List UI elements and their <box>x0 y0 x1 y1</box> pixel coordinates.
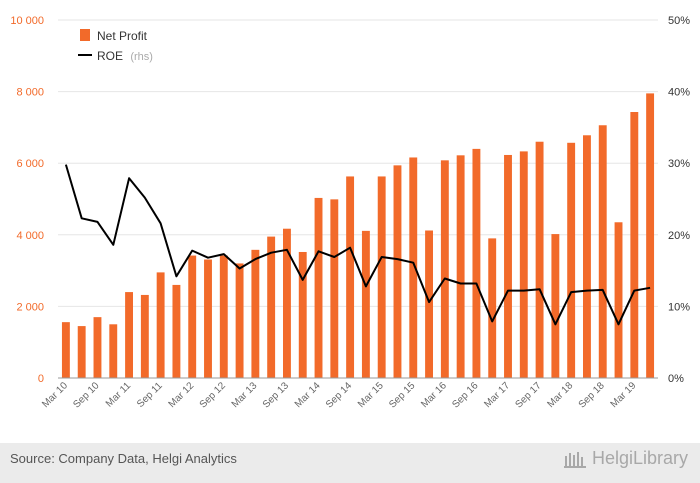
net-profit-bars <box>61 93 655 379</box>
x-tick-label: Mar 10 <box>40 380 70 410</box>
x-tick-label: Mar 17 <box>482 380 512 410</box>
x-tick-label: Mar 16 <box>419 380 449 410</box>
x-tick-label: Mar 19 <box>609 380 639 410</box>
net-profit-bar <box>204 259 212 378</box>
net-profit-bar <box>551 234 560 378</box>
left-tick-label: 2 000 <box>16 301 44 313</box>
left-tick-label: 4 000 <box>16 230 44 242</box>
net-profit-bar <box>440 160 449 378</box>
x-tick-label: Mar 14 <box>293 380 323 410</box>
net-profit-bar <box>472 148 481 378</box>
x-tick-label: Sep 13 <box>261 380 291 410</box>
left-tick-label: 0 <box>38 373 44 385</box>
library-icon <box>563 451 586 468</box>
x-tick-label: Sep 16 <box>450 380 480 410</box>
x-tick-label: Mar 12 <box>167 380 197 410</box>
net-profit-bar <box>361 230 370 378</box>
net-profit-bar <box>283 228 291 378</box>
left-tick-label: 6 000 <box>16 158 44 170</box>
net-profit-bar <box>61 322 70 378</box>
net-profit-bar <box>93 317 102 378</box>
left-axis-ticks: 0 2 000 4 000 6 000 8 000 10 000 <box>10 15 44 385</box>
x-tick-label: Sep 15 <box>387 380 417 410</box>
footer-bar <box>0 443 700 483</box>
right-tick-label: 0% <box>668 373 684 385</box>
brand-name: HelgiLibrary <box>591 448 688 468</box>
net-profit-bar <box>614 222 623 378</box>
net-profit-bar <box>219 255 228 378</box>
net-profit-bar <box>346 176 355 378</box>
x-tick-label: Sep 18 <box>577 380 607 410</box>
net-profit-bar <box>140 294 149 378</box>
net-profit-bar <box>77 326 86 378</box>
x-axis-ticks: Mar 10 Sep 10 Mar 11 Sep 11 Mar 12 Sep 12 Mar … <box>40 380 639 411</box>
net-profit-bar <box>425 230 433 378</box>
chart-area: 0 2 000 4 000 6 000 8 000 10 000 0% 10% 20% 30% 4… <box>10 15 690 411</box>
x-tick-label: Sep 10 <box>71 380 101 410</box>
brand-logo: HelgiLibrary <box>563 448 688 469</box>
x-tick-label: Mar 11 <box>104 380 134 410</box>
net-profit-bar <box>267 236 276 378</box>
x-tick-label: Sep 12 <box>198 380 228 410</box>
net-profit-bar <box>235 263 244 378</box>
right-tick-label: 40% <box>668 87 690 99</box>
right-tick-label: 20% <box>668 230 690 242</box>
net-profit-bar <box>598 125 607 378</box>
net-profit-bar <box>535 141 544 378</box>
net-profit-bar <box>567 142 576 378</box>
net-profit-bar <box>156 272 165 378</box>
net-profit-bar <box>377 176 386 378</box>
legend-swatch-net-profit <box>80 29 90 41</box>
net-profit-bar <box>504 154 512 378</box>
right-axis-ticks: 0% 10% 20% 30% 40% 50% <box>668 15 690 385</box>
x-tick-label: Sep 17 <box>514 380 544 410</box>
left-tick-label: 10 000 <box>10 15 44 27</box>
x-tick-label: Sep 11 <box>135 380 165 410</box>
net-profit-bar <box>646 93 655 378</box>
net-profit-bar <box>298 251 307 378</box>
right-tick-label: 50% <box>668 15 690 27</box>
net-profit-bar <box>125 292 133 378</box>
net-profit-bar <box>109 324 118 378</box>
x-tick-label: Mar 13 <box>230 380 260 410</box>
net-profit-bar <box>393 165 402 378</box>
roe-line <box>64 164 651 326</box>
net-profit-bar <box>251 249 260 378</box>
net-profit-bar <box>409 157 418 378</box>
net-profit-bar <box>488 238 497 378</box>
left-tick-label: 8 000 <box>16 87 44 99</box>
x-tick-label: Mar 15 <box>356 380 386 410</box>
x-tick-label: Mar 18 <box>545 380 575 410</box>
x-tick-label: Sep 14 <box>324 380 354 410</box>
legend-label-roe-suffix: (rhs) <box>130 51 153 63</box>
net-profit-bar <box>330 199 339 378</box>
right-tick-label: 10% <box>668 301 690 313</box>
legend: Net Profit ROE (rhs) <box>78 29 153 63</box>
source-note: Source: Company Data, Helgi Analytics <box>10 451 237 466</box>
legend-label-net-profit: Net Profit <box>97 29 148 43</box>
right-tick-label: 30% <box>668 158 690 170</box>
net-profit-bar <box>172 284 181 378</box>
net-profit-bar <box>519 151 528 378</box>
net-profit-bar <box>188 255 197 378</box>
net-profit-bar <box>630 112 639 379</box>
legend-label-roe: ROE (rhs) <box>97 49 153 63</box>
net-profit-bar <box>583 135 591 378</box>
net-profit-bar <box>456 155 465 378</box>
legend-label-roe-name: ROE <box>97 49 123 63</box>
net-profit-bar <box>314 197 323 378</box>
